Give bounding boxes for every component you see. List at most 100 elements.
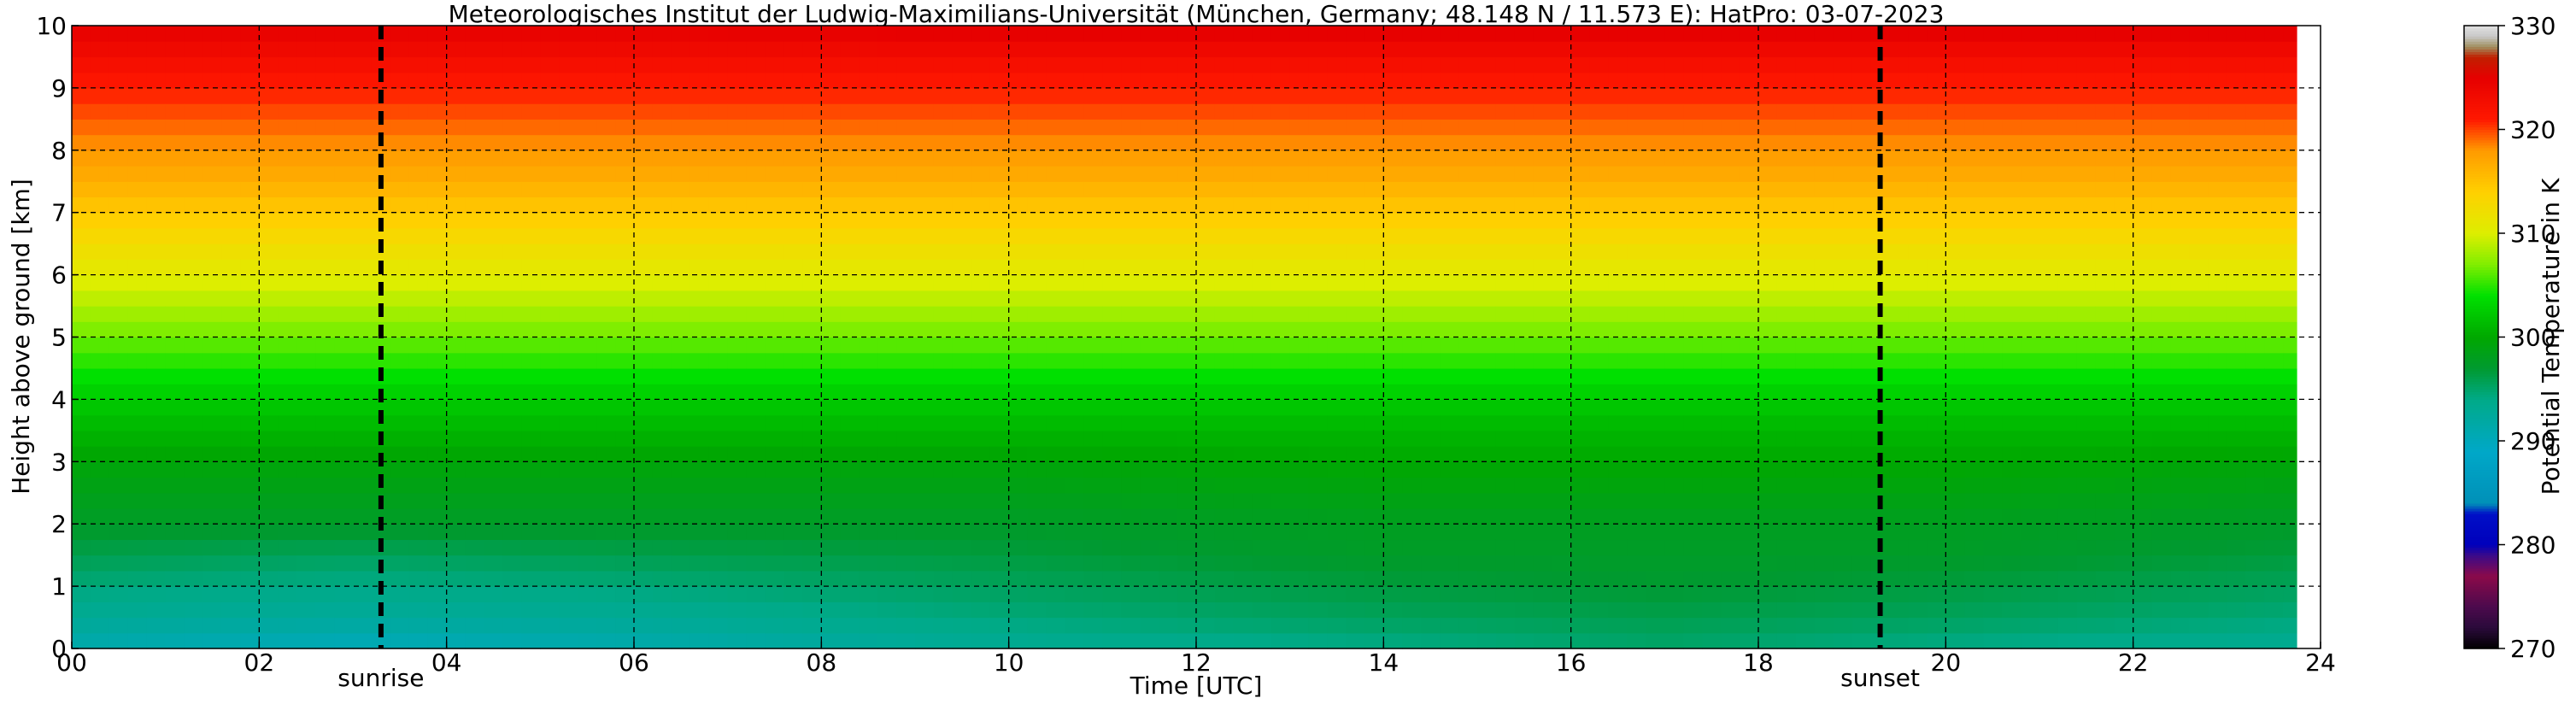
heatmap-cell [127,181,148,198]
colorbar-segment [2464,362,2498,367]
heatmap-cell [877,570,897,587]
heatmap-cell [671,103,691,120]
heatmap-cell [240,41,260,58]
heatmap-cell [1721,586,1740,602]
heatmap-cell [446,197,466,214]
heatmap-cell [484,337,504,354]
heatmap-cell [1795,321,1816,338]
heatmap-cell [2002,617,2021,634]
heatmap-cell [2283,134,2298,151]
heatmap-cell [1758,477,1778,494]
heatmap-cell [72,56,91,73]
heatmap-cell [1364,181,1384,198]
heatmap-cell [1702,212,1722,229]
heatmap-cell [127,227,148,244]
heatmap-cell [502,414,522,431]
heatmap-cell [2114,446,2134,462]
heatmap-cell [353,539,373,556]
heatmap-cell [1776,56,1797,73]
heatmap-cell [2076,601,2097,619]
heatmap-cell [783,26,803,42]
heatmap-cell [1458,56,1478,73]
heatmap-cell [1346,212,1365,229]
heatmap-cell [915,306,935,322]
heatmap-cell [127,87,148,104]
heatmap-cell [202,56,223,73]
heatmap-cell [1252,601,1272,619]
heatmap-cell [1889,26,1910,42]
heatmap-cell [465,150,485,167]
heatmap-cell [1608,227,1628,244]
heatmap-cell [1177,586,1197,602]
heatmap-cell [259,150,279,167]
heatmap-cell [1702,166,1722,182]
heatmap-cell [465,41,485,58]
heatmap-cell [259,166,279,182]
x-tick-label: 20 [1931,648,1962,677]
heatmap-cell [1121,399,1141,416]
heatmap-cell [802,321,822,338]
heatmap-cell [1533,259,1553,276]
heatmap-cell [708,134,729,151]
heatmap-cell [877,507,897,525]
heatmap-cell [1458,41,1478,58]
heatmap-cell [1065,524,1084,541]
heatmap-cell [783,461,803,478]
heatmap-cell [1252,384,1272,400]
heatmap-cell [1140,181,1159,198]
heatmap-cell [1721,72,1740,89]
heatmap-cell [1252,352,1272,369]
heatmap-cell [727,601,748,619]
heatmap-cell [1721,212,1740,229]
heatmap-cell [1046,539,1066,556]
heatmap-cell [240,274,260,291]
heatmap-cell [746,227,766,244]
heatmap-cell [1327,197,1347,214]
heatmap-cell [1570,259,1591,276]
heatmap-cell [2057,524,2078,541]
heatmap-cell [2133,352,2153,369]
heatmap-cell [278,399,297,416]
heatmap-cell [1177,197,1197,214]
heatmap-cell [1270,290,1291,307]
heatmap-cell [1083,197,1103,214]
heatmap-cell [746,197,766,214]
heatmap-cell [615,586,635,602]
heatmap-cell [1514,570,1534,587]
heatmap-cell [371,632,391,649]
heatmap-cell [896,586,916,602]
heatmap-cell [465,197,485,214]
heatmap-cell [2076,290,2097,307]
heatmap-cell [1758,617,1778,634]
heatmap-cell [1964,119,1984,136]
heatmap-cell [615,367,635,384]
heatmap-cell [72,554,91,572]
heatmap-cell [1833,367,1853,384]
heatmap-cell [1477,290,1497,307]
heatmap-cell [559,524,578,541]
heatmap-cell [184,414,204,431]
heatmap-cell [859,477,878,494]
heatmap-cell [184,617,204,634]
heatmap-cell [1702,227,1722,244]
heatmap-cell [1683,181,1703,198]
heatmap-cell [390,554,410,572]
heatmap-cell [821,554,841,572]
heatmap-cell [727,56,748,73]
heatmap-cell [802,72,822,89]
heatmap-cell [2057,290,2078,307]
heatmap-cell [1570,41,1591,58]
heatmap-cell [2151,103,2172,120]
heatmap-cell [90,150,110,167]
heatmap-cell [634,274,654,291]
heatmap-cell [2170,384,2191,400]
heatmap-cell [1758,414,1778,431]
heatmap-cell [278,56,297,73]
heatmap-cell [1721,524,1740,541]
heatmap-cell [1927,41,1946,58]
heatmap-cell [1364,306,1384,322]
heatmap-cell [1589,477,1610,494]
heatmap-cell [1740,617,1759,634]
heatmap-cell [1346,259,1365,276]
heatmap-cell [989,103,1010,120]
